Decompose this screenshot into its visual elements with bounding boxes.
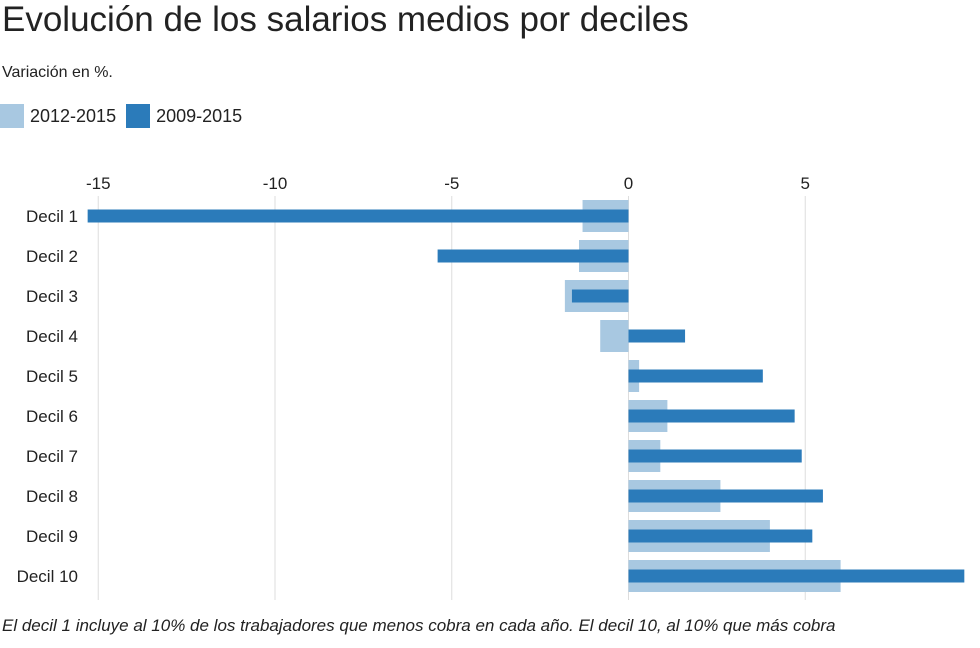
chart-footnote: El decil 1 incluye al 10% de los trabaja…	[2, 616, 836, 635]
bar-2009-2015	[628, 449, 802, 463]
bar-2009-2015	[628, 489, 823, 503]
legend: 2012-2015 2009-2015	[0, 104, 252, 128]
x-tick-label: 5	[801, 174, 810, 193]
x-tick-label: -15	[86, 174, 111, 193]
category-label: Decil 9	[26, 527, 78, 546]
bar-2009-2015	[628, 369, 763, 383]
bar-2012-2015	[600, 320, 629, 352]
category-label: Decil 4	[26, 327, 78, 346]
category-label: Decil 6	[26, 407, 78, 426]
bar-2009-2015	[571, 289, 629, 303]
legend-label-2009-2015: 2009-2015	[156, 105, 243, 126]
category-label: Decil 1	[26, 207, 78, 226]
chart-title: Evolución de los salarios medios por dec…	[2, 0, 689, 39]
category-label: Decil 3	[26, 287, 78, 306]
bar-2009-2015	[628, 329, 686, 343]
bar-2009-2015	[87, 209, 629, 223]
legend-label-2012-2015: 2012-2015	[30, 105, 117, 126]
category-label: Decil 5	[26, 367, 78, 386]
category-label: Decil 10	[17, 567, 78, 586]
x-tick-label: -5	[444, 174, 459, 193]
legend-item-2012-2015: 2012-2015	[0, 104, 116, 128]
legend-swatch-2012-2015	[0, 104, 24, 128]
legend-item-2009-2015: 2009-2015	[126, 104, 242, 128]
bar-2009-2015	[628, 529, 813, 543]
chart-subtitle: Variación en %.	[2, 64, 113, 81]
x-tick-label: -10	[263, 174, 288, 193]
legend-swatch-2009-2015	[126, 104, 151, 128]
x-tick-label: 0	[624, 174, 633, 193]
bar-2009-2015	[628, 569, 965, 583]
bar-2009-2015	[437, 249, 629, 263]
category-label: Decil 8	[26, 487, 78, 506]
category-label: Decil 7	[26, 447, 78, 466]
category-label: Decil 2	[26, 247, 78, 266]
bar-2009-2015	[628, 409, 795, 423]
